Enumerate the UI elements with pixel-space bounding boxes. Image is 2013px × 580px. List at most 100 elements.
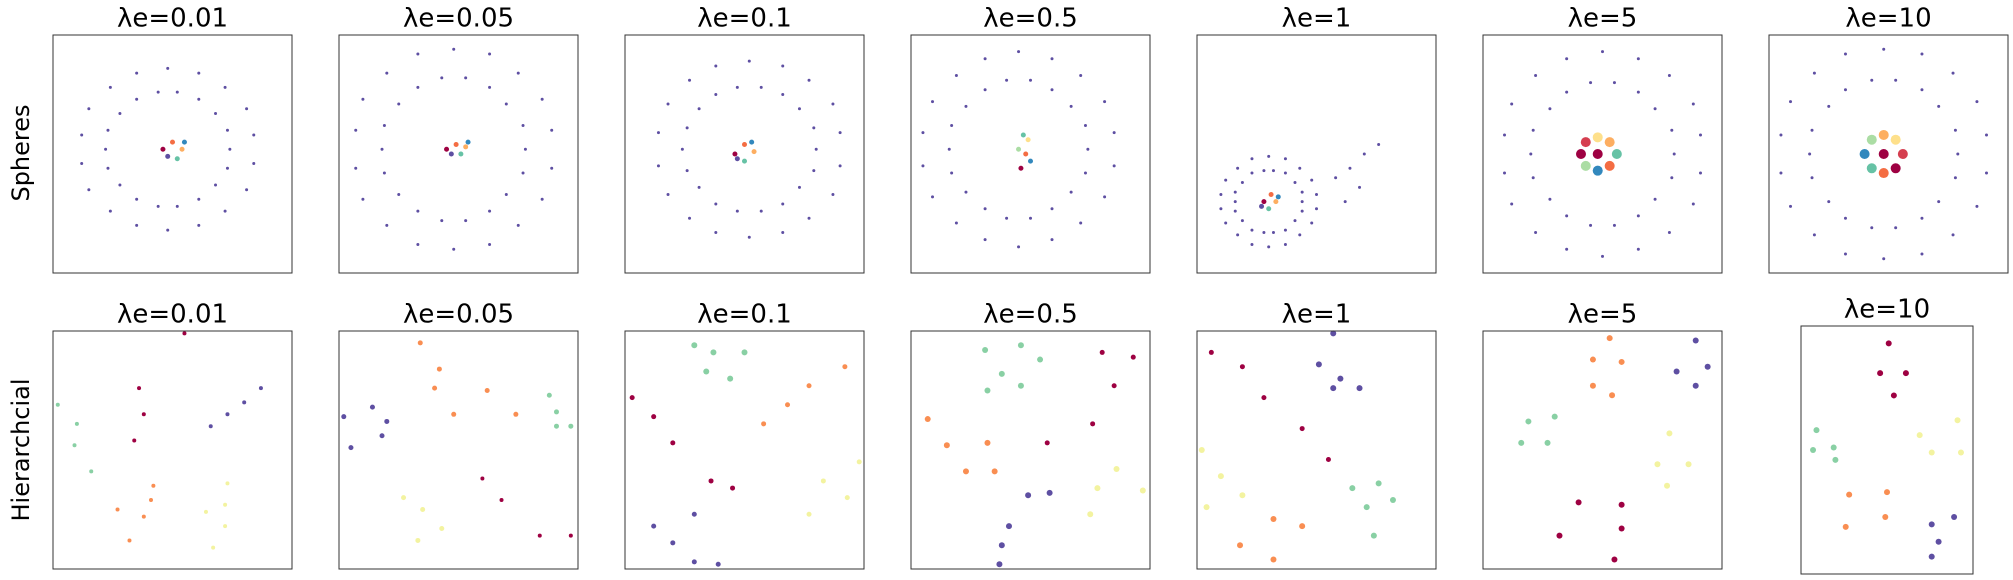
point	[258, 386, 263, 391]
plot-frame	[338, 330, 579, 570]
point	[1113, 466, 1120, 473]
point	[1017, 50, 1021, 54]
point	[208, 424, 213, 429]
point	[1079, 73, 1083, 77]
point	[1139, 487, 1146, 494]
point	[1300, 190, 1304, 194]
point	[747, 59, 751, 63]
point	[1236, 233, 1240, 237]
point	[1240, 219, 1244, 223]
point	[1083, 171, 1087, 175]
point	[1343, 200, 1347, 204]
point	[962, 468, 969, 475]
point	[730, 485, 736, 491]
point	[983, 88, 987, 92]
point	[812, 169, 816, 173]
point	[759, 209, 763, 213]
point	[385, 71, 389, 75]
scatter-plot	[656, 59, 842, 239]
point	[1375, 480, 1382, 487]
point	[108, 209, 112, 213]
point	[1094, 485, 1101, 492]
chart-title: λe=0.1	[697, 300, 792, 330]
point	[1808, 152, 1812, 156]
point	[1544, 439, 1551, 446]
scatter-plot	[1503, 50, 1702, 258]
point	[1358, 185, 1362, 189]
point	[223, 209, 227, 213]
point	[1203, 504, 1210, 511]
point	[1112, 131, 1116, 135]
point	[844, 495, 850, 501]
point	[1928, 449, 1935, 456]
point	[1025, 137, 1031, 143]
point	[104, 147, 108, 151]
point	[1046, 489, 1053, 496]
point	[1262, 169, 1266, 173]
point	[1928, 553, 1935, 560]
point	[1518, 439, 1525, 446]
scatter-plot	[80, 66, 256, 232]
point	[741, 349, 748, 356]
point	[1262, 231, 1266, 235]
point	[108, 85, 112, 89]
point	[714, 64, 718, 68]
point	[697, 185, 701, 189]
point	[1916, 432, 1923, 439]
point	[797, 185, 801, 189]
point	[1239, 364, 1245, 370]
chart-title: λe=0.01	[117, 300, 228, 330]
point	[523, 147, 527, 151]
point	[1224, 178, 1228, 182]
point	[831, 192, 835, 196]
point	[950, 123, 954, 127]
point	[451, 411, 457, 417]
point	[1894, 78, 1898, 82]
point	[797, 107, 801, 111]
point	[807, 216, 811, 220]
point	[670, 540, 676, 546]
point	[415, 537, 421, 543]
point	[1548, 197, 1552, 201]
point	[361, 197, 365, 201]
point	[182, 331, 187, 336]
point	[1299, 523, 1306, 530]
point	[74, 421, 79, 426]
point	[488, 242, 492, 246]
point	[1261, 395, 1267, 401]
point	[1920, 216, 1924, 220]
point	[691, 342, 698, 349]
chart-title: λe=0.05	[403, 300, 514, 330]
point	[401, 495, 407, 501]
point	[856, 459, 862, 465]
point	[964, 104, 968, 108]
point	[1611, 556, 1618, 563]
point	[89, 469, 94, 474]
point	[812, 126, 816, 130]
point	[1654, 461, 1661, 468]
point	[1016, 146, 1022, 152]
point	[1087, 511, 1094, 518]
point	[714, 231, 718, 235]
point	[1604, 160, 1615, 171]
point	[1692, 382, 1699, 389]
point	[1551, 413, 1558, 420]
point	[537, 533, 542, 538]
point	[1667, 231, 1671, 235]
point	[1250, 171, 1254, 175]
point	[1283, 171, 1287, 175]
point	[179, 146, 185, 152]
point	[996, 561, 1003, 568]
point	[1691, 202, 1695, 206]
scatter-plot	[55, 331, 263, 550]
point	[1843, 52, 1847, 56]
point	[1529, 152, 1533, 156]
point	[1565, 214, 1569, 218]
point	[397, 102, 401, 106]
point	[1810, 128, 1814, 132]
point	[1023, 151, 1029, 157]
point	[197, 223, 201, 227]
point	[416, 85, 420, 89]
point	[480, 476, 485, 481]
point	[831, 102, 835, 106]
